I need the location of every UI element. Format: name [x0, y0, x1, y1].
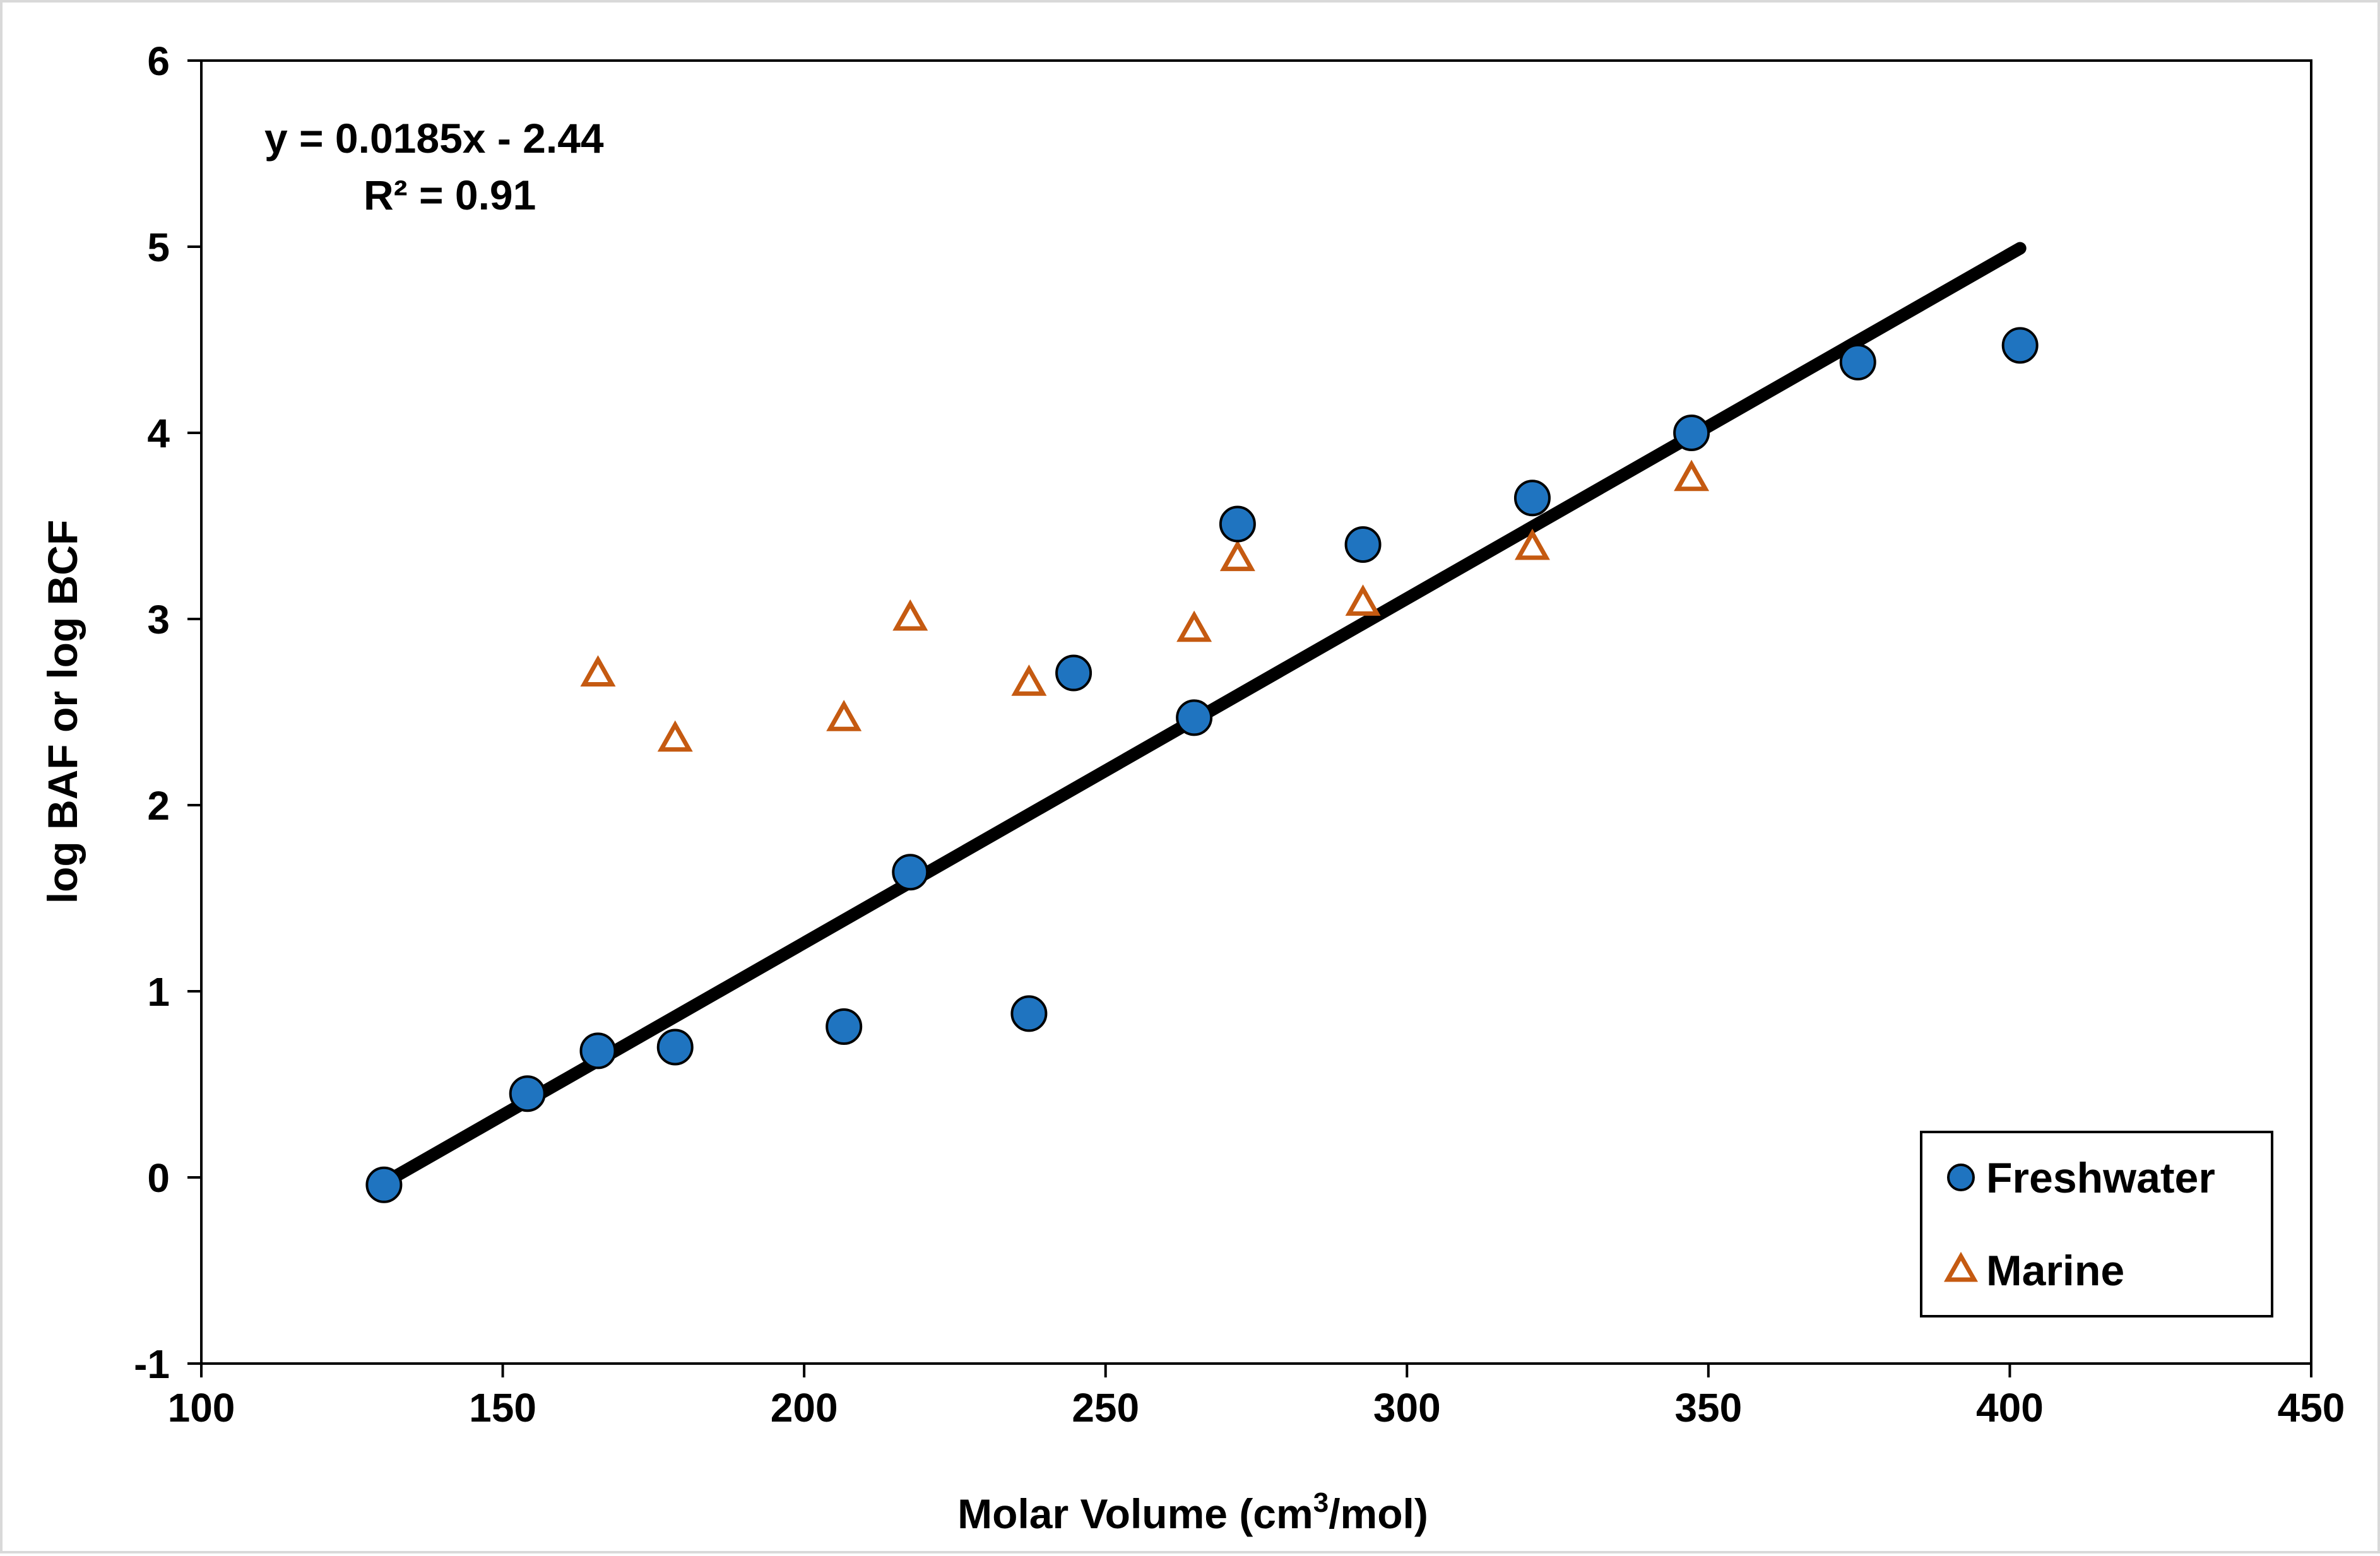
marine-point: [1674, 459, 1710, 492]
r-squared-label: R² = 0.91: [364, 172, 536, 218]
freshwater-point: [826, 1008, 863, 1046]
x-axis-title-superscript: 3: [1313, 1487, 1329, 1518]
freshwater-point: [579, 1032, 617, 1070]
x-axis-title: Molar Volume (cm3/mol): [957, 1487, 1428, 1537]
marine-point: [1176, 610, 1212, 642]
freshwater-point: [892, 854, 929, 891]
legend: Freshwater Marine: [1920, 1131, 2273, 1317]
x-tick-label: 150: [469, 1385, 536, 1430]
marine-point: [826, 700, 862, 731]
freshwater-point: [2001, 327, 2039, 364]
x-axis-title-tail: /mol): [1329, 1490, 1428, 1537]
x-tick-label: 250: [1072, 1385, 1139, 1430]
x-tick-label: 100: [168, 1385, 235, 1430]
freshwater-point: [1513, 480, 1551, 517]
x-axis-title-main: Molar Volume (cm: [957, 1490, 1313, 1537]
freshwater-point: [1673, 415, 1710, 451]
y-tick-label: 4: [147, 411, 170, 456]
marine-point: [1219, 539, 1255, 572]
freshwater-point: [1219, 505, 1256, 543]
legend-box: [1920, 1131, 2273, 1317]
x-tick-label: 450: [2278, 1385, 2345, 1430]
y-tick-label: 1: [147, 969, 170, 1015]
freshwater-point: [1055, 654, 1092, 692]
y-tick-label: 0: [147, 1155, 170, 1201]
marine-point: [580, 655, 616, 687]
x-tick-label: 200: [771, 1385, 838, 1430]
marine-point: [892, 599, 928, 631]
y-tick-label: 3: [147, 597, 170, 642]
freshwater-point: [509, 1075, 546, 1112]
x-tick-label: 300: [1373, 1385, 1441, 1430]
data-points: [365, 327, 2039, 1203]
marine-point: [1345, 584, 1381, 616]
x-tick-label: 400: [1976, 1385, 2044, 1430]
regression-equation: y = 0.0185x - 2.44: [264, 115, 604, 162]
y-axis-ticks: -1 0 1 2 3 4 5 6: [134, 38, 201, 1387]
freshwater-point: [656, 1028, 694, 1066]
y-axis-title: log BAF or log BCF: [39, 520, 86, 904]
x-axis-ticks: 100 150 200 250 300 350 400 450: [168, 1364, 2345, 1430]
freshwater-point: [365, 1166, 403, 1203]
legend-marine-label: Marine: [1986, 1247, 2124, 1295]
freshwater-point: [1839, 343, 1876, 380]
legend-marine-marker: [1943, 1251, 1979, 1282]
marine-point: [1011, 664, 1047, 696]
scatter-chart: 100 150 200 250 300 350 400 450 -1 0 1 2 3 4 5 6 y = 0…: [39, 38, 2345, 1537]
y-tick-label: 6: [147, 38, 170, 84]
freshwater-point: [1010, 995, 1048, 1032]
freshwater-point: [1344, 526, 1382, 563]
plot-border: [200, 59, 2312, 1365]
marine-point: [657, 720, 693, 752]
legend-freshwater-label: Freshwater: [1986, 1154, 2215, 1202]
y-tick-label: 5: [147, 225, 170, 270]
x-tick-label: 350: [1674, 1385, 1742, 1430]
y-tick-label: -1: [134, 1341, 170, 1387]
y-tick-label: 2: [147, 783, 170, 828]
marine-point: [1514, 528, 1550, 560]
freshwater-point: [1176, 699, 1213, 736]
legend-freshwater-marker: [1947, 1164, 1975, 1191]
plot-area: [200, 59, 2312, 1365]
